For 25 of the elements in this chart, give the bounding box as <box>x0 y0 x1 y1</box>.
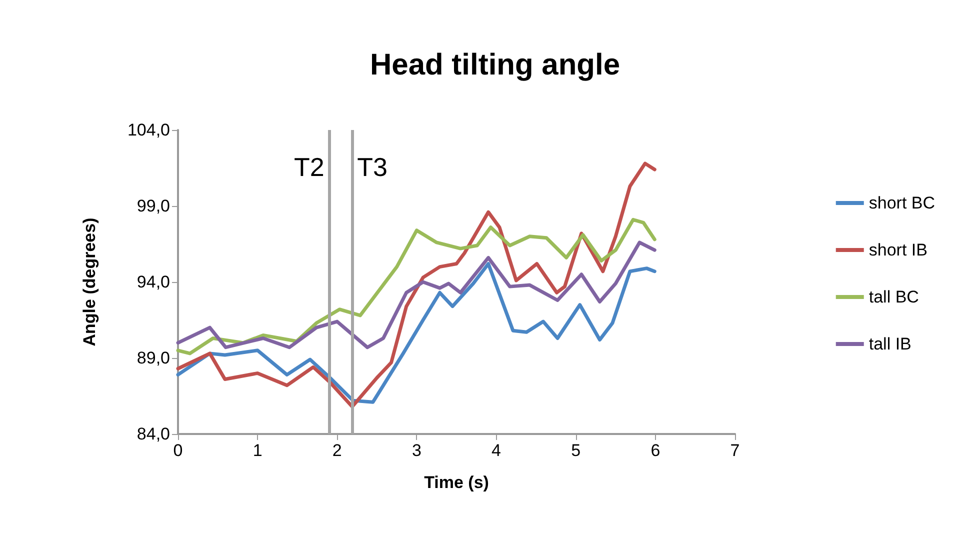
legend-label: tall IB <box>868 334 912 354</box>
y-axis-title: Angle (degrees) <box>80 218 99 346</box>
y-tick-label: 89,0 <box>136 348 170 368</box>
y-tick-label: 94,0 <box>136 272 170 292</box>
chart-title: Head tilting angle <box>370 48 620 82</box>
ref-line-label: T2 <box>294 152 324 182</box>
legend-label: short IB <box>868 240 928 260</box>
y-tick-label: 84,0 <box>136 424 170 444</box>
x-tick-label: 4 <box>492 441 502 460</box>
x-tick-label: 1 <box>252 441 262 460</box>
x-tick-label: 6 <box>650 441 660 460</box>
x-tick-label: 0 <box>173 441 183 460</box>
y-tick-label: 99,0 <box>136 196 170 216</box>
x-tick-label: 7 <box>730 441 740 460</box>
x-tick-label: 2 <box>332 441 342 460</box>
line-series <box>176 262 656 404</box>
x-axis-title: Time (s) <box>424 473 489 492</box>
x-tick-label: 3 <box>412 441 422 460</box>
legend-label: tall BC <box>868 288 919 306</box>
line-series <box>176 240 656 350</box>
line-series <box>176 218 656 356</box>
legend-label: short BC <box>868 194 936 212</box>
ref-line-label: T3 <box>357 152 388 182</box>
y-tick-label: 104,0 <box>127 120 170 140</box>
x-tick-label: 5 <box>571 441 581 460</box>
